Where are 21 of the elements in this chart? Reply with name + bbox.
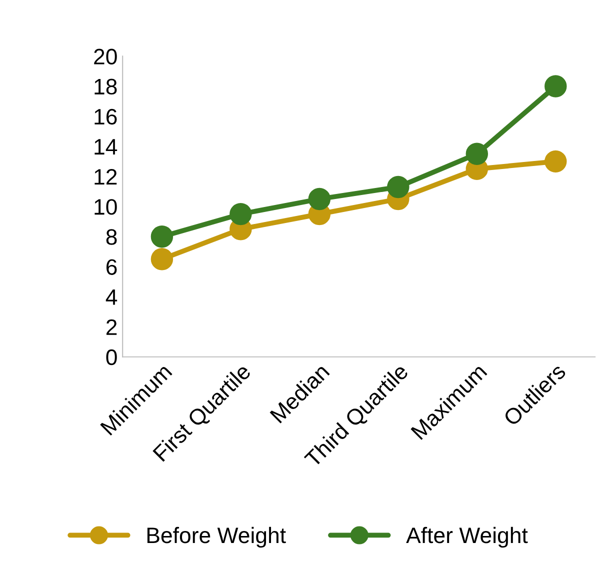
- legend-label: Before Weight: [147, 526, 286, 548]
- y-tick-label: 18: [94, 78, 117, 95]
- point: [387, 176, 410, 198]
- y-tick-label: 12: [94, 169, 117, 185]
- y-tick-label: 4: [106, 290, 118, 305]
- y-tick-label: 0: [106, 349, 117, 366]
- point: [308, 188, 331, 210]
- point: [544, 150, 567, 173]
- y-tick-label: 16: [94, 108, 117, 125]
- y-tick-label: 2: [106, 319, 117, 335]
- point: [466, 142, 488, 166]
- point: [150, 225, 174, 248]
- y-tick-label: 6: [106, 259, 117, 275]
- y-tick-label: 8: [106, 229, 117, 245]
- y-tick-label: 10: [94, 199, 117, 215]
- point: [230, 202, 252, 226]
- point: [544, 75, 567, 98]
- point: [150, 248, 174, 270]
- y-tick-label: 20: [94, 48, 117, 64]
- legend-label: After Weight: [406, 526, 528, 548]
- y-tick-label: 14: [94, 139, 118, 154]
